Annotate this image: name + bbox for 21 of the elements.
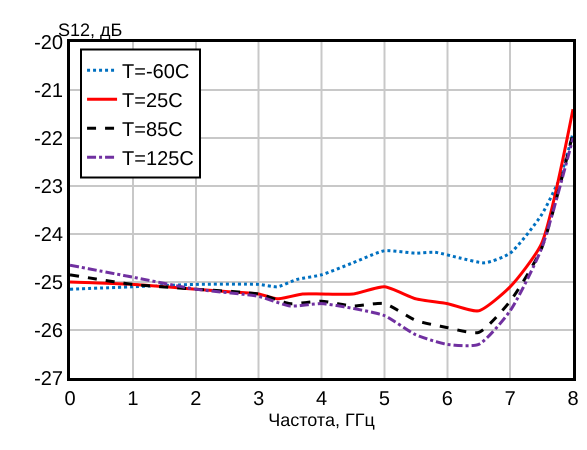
x-tick-label: 7	[504, 388, 516, 410]
y-tick-label: -24	[34, 224, 63, 246]
legend-label: T=25C	[122, 90, 183, 112]
y-tick-label: -26	[34, 320, 63, 342]
y-tick-label: -22	[34, 128, 63, 150]
y-tick-label: -23	[34, 176, 63, 198]
x-tick-label: 4	[316, 388, 328, 410]
x-tick-label: 8	[567, 388, 579, 410]
y-tick-label: -27	[34, 368, 63, 390]
legend-label: T=125C	[122, 148, 194, 170]
legend-label: T=85C	[122, 119, 183, 142]
x-tick-label: 1	[127, 388, 138, 410]
legend-label: T=-60C	[122, 61, 190, 84]
x-tick-label: 0	[64, 388, 76, 410]
x-tick-label: 5	[378, 388, 390, 410]
y-tick-label: -25	[34, 272, 63, 294]
y-tick-label: -21	[34, 80, 63, 102]
x-tick-label: 2	[190, 388, 202, 410]
x-tick-label: 3	[253, 388, 264, 410]
x-tick-label: 6	[442, 388, 453, 410]
x-axis-title: Частота, ГГц	[268, 410, 375, 430]
